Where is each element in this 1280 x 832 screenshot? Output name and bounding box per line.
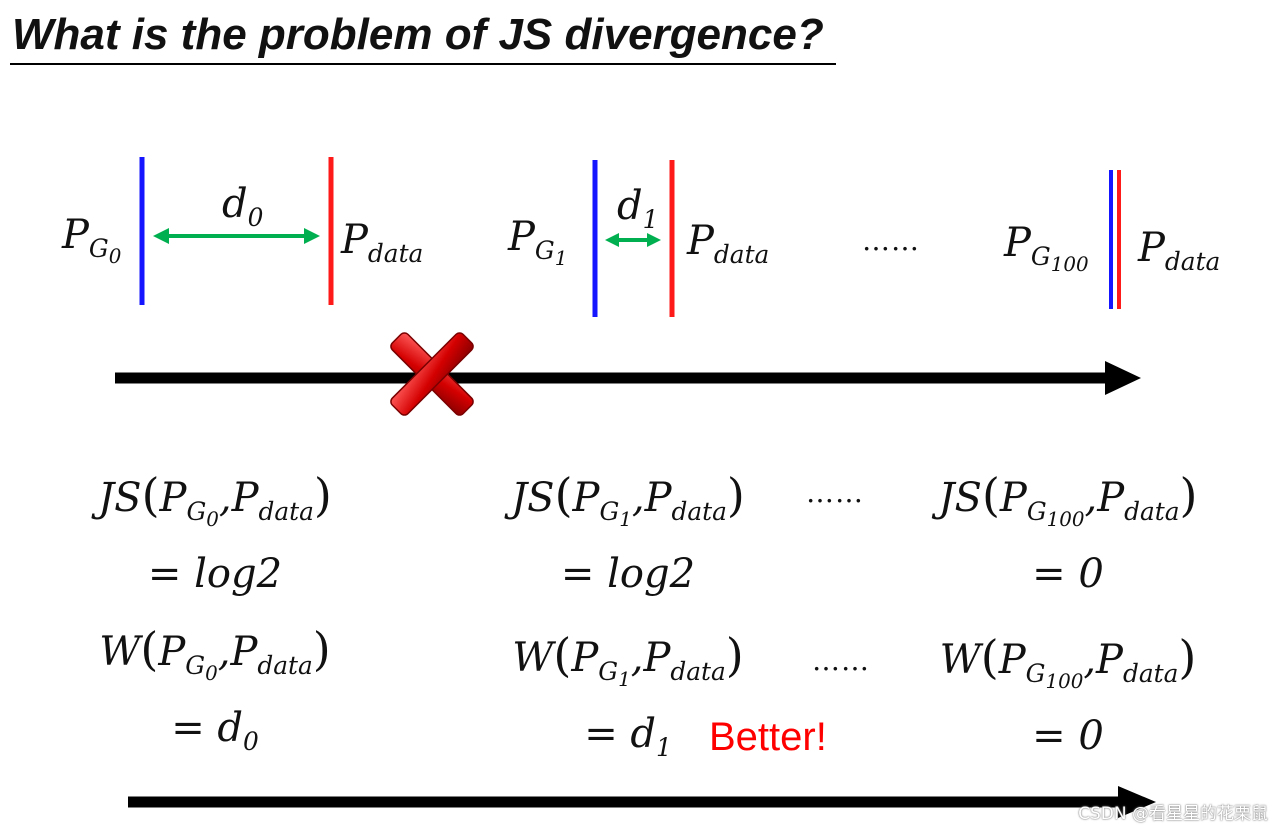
js-value-stage-100: = 0 <box>1032 550 1104 597</box>
js-equation-stage-100: JS(PG100,Pdata) = 0 <box>900 468 1236 601</box>
w-value-stage-1: = d1 <box>584 710 672 762</box>
js-equation-stage-1: JS(PG1,Pdata) = log2 <box>473 468 783 601</box>
w-value-stage-100: = 0 <box>1032 712 1104 759</box>
red-x-cross-icon <box>390 332 474 416</box>
w-equation-stage-1: W(PG1,Pdata) = d1 <box>473 628 783 775</box>
label-distance-stage-1: d1 <box>617 183 659 234</box>
w-equation-stage-0: W(PG0,Pdata) = d0 <box>60 622 370 769</box>
ellipsis-js: …… <box>806 476 864 509</box>
ellipsis-top: …… <box>862 224 920 257</box>
label-pdata-stage-100: Pdata <box>1138 225 1221 276</box>
ellipsis-w: …… <box>812 644 870 677</box>
js-equation-stage-0: JS(PG0,Pdata) = log2 <box>60 468 370 601</box>
title-underline <box>10 63 836 65</box>
label-pg-stage-1: PG1 <box>508 214 568 270</box>
label-pg-stage-0: PG0 <box>62 212 122 268</box>
label-distance-stage-0: d0 <box>222 181 264 232</box>
progress-arrow-w <box>128 786 1156 818</box>
label-pdata-stage-0: Pdata <box>341 217 424 268</box>
label-pdata-stage-1: Pdata <box>687 218 770 269</box>
label-pg-stage-100: PG100 <box>1004 220 1089 276</box>
w-equation-stage-100: W(PG100,Pdata) = 0 <box>900 630 1236 763</box>
w-value-stage-0: = d0 <box>171 704 259 756</box>
watermark: CSDN @看星星的花栗鼠 <box>1078 804 1268 824</box>
slide-title: What is the problem of JS divergence? <box>12 10 824 59</box>
js-value-stage-1: = log2 <box>560 550 696 597</box>
progress-arrow-js <box>115 361 1141 395</box>
better-label: Better! <box>709 715 827 759</box>
js-value-stage-0: = log2 <box>147 550 283 597</box>
distance-arrow-stage-0 <box>153 228 320 244</box>
distance-arrow-stage-1 <box>605 233 661 247</box>
